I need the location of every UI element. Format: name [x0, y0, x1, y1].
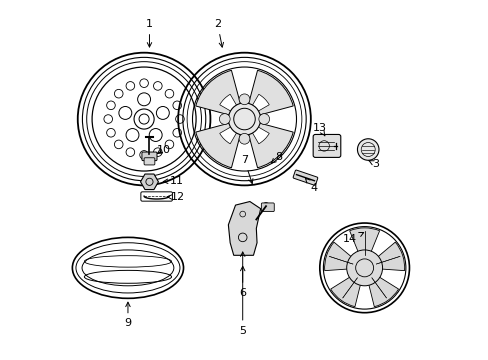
Wedge shape — [244, 70, 293, 119]
Text: 5: 5 — [239, 266, 245, 336]
Text: 12: 12 — [167, 192, 185, 202]
Wedge shape — [364, 242, 404, 271]
Wedge shape — [244, 119, 269, 144]
Text: 8: 8 — [271, 152, 282, 163]
FancyBboxPatch shape — [142, 152, 157, 161]
Wedge shape — [349, 228, 379, 268]
FancyBboxPatch shape — [292, 170, 317, 185]
Wedge shape — [219, 94, 244, 119]
Wedge shape — [195, 70, 244, 119]
FancyBboxPatch shape — [144, 158, 155, 165]
Text: 13: 13 — [312, 123, 326, 136]
Text: 9: 9 — [124, 302, 131, 328]
Text: 3: 3 — [368, 159, 378, 169]
Text: 14: 14 — [343, 233, 363, 244]
Text: 1: 1 — [146, 19, 153, 47]
Circle shape — [228, 103, 260, 135]
Polygon shape — [140, 174, 158, 190]
Wedge shape — [330, 268, 364, 307]
Polygon shape — [228, 202, 260, 255]
Circle shape — [258, 114, 269, 125]
Circle shape — [239, 134, 249, 144]
Circle shape — [357, 139, 378, 160]
Wedge shape — [244, 94, 269, 119]
Wedge shape — [364, 268, 398, 307]
Text: 11: 11 — [163, 176, 183, 186]
Text: 4: 4 — [305, 178, 317, 193]
Text: 2: 2 — [214, 19, 223, 47]
Wedge shape — [324, 242, 364, 271]
FancyBboxPatch shape — [312, 134, 340, 157]
Text: 7: 7 — [241, 155, 252, 184]
Wedge shape — [195, 119, 244, 168]
Text: 10: 10 — [157, 144, 170, 154]
Circle shape — [219, 114, 230, 125]
Circle shape — [239, 94, 249, 105]
Wedge shape — [244, 119, 293, 168]
FancyBboxPatch shape — [261, 203, 274, 212]
Wedge shape — [219, 119, 244, 144]
Circle shape — [346, 250, 382, 286]
Text: 6: 6 — [239, 252, 245, 298]
